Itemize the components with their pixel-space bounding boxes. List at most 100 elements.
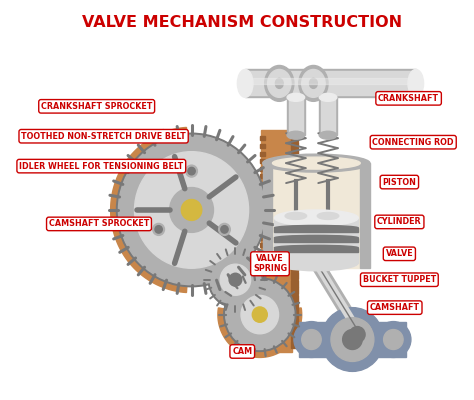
Bar [291, 226, 298, 233]
Circle shape [219, 224, 230, 235]
Text: VALVE
SPRING: VALVE SPRING [253, 254, 287, 274]
Circle shape [210, 254, 261, 306]
Ellipse shape [274, 210, 358, 226]
Bar [357, 322, 406, 358]
Circle shape [135, 152, 248, 268]
Circle shape [302, 330, 321, 350]
Bar [291, 150, 298, 156]
Bar [274, 228, 358, 232]
Text: CAMSHAFT SPROCKET: CAMSHAFT SPROCKET [49, 220, 149, 228]
Circle shape [343, 330, 362, 350]
Bar [260, 144, 264, 148]
Ellipse shape [274, 245, 358, 250]
Bar [321, 97, 335, 133]
Bar [291, 302, 298, 310]
Text: CRANKSHAFT: CRANKSHAFT [378, 94, 439, 103]
Text: CONNECTING ROD: CONNECTING ROD [373, 138, 454, 147]
Bar [291, 249, 298, 256]
Bar [260, 328, 264, 332]
Bar [291, 180, 298, 187]
Bar [291, 318, 298, 325]
Circle shape [186, 165, 197, 177]
Circle shape [208, 252, 263, 308]
Circle shape [376, 322, 411, 358]
Bar [291, 203, 298, 210]
Bar [291, 257, 298, 264]
Polygon shape [218, 308, 302, 358]
Ellipse shape [263, 154, 370, 172]
Circle shape [117, 133, 266, 287]
Text: VALVE MECHANISM CONSTRUCTION: VALVE MECHANISM CONSTRUCTION [82, 15, 402, 30]
Circle shape [349, 326, 365, 342]
Bar [260, 198, 264, 202]
Bar [260, 190, 264, 194]
Bar [260, 182, 264, 186]
Text: CRANKSHAFT SPROCKET: CRANKSHAFT SPROCKET [41, 102, 152, 111]
Bar [291, 310, 298, 317]
Ellipse shape [264, 66, 294, 101]
Ellipse shape [319, 131, 337, 139]
Circle shape [294, 322, 329, 358]
Circle shape [241, 296, 279, 334]
Bar [287, 97, 305, 135]
Bar [260, 335, 264, 339]
Bar [260, 167, 264, 171]
Bar [260, 251, 264, 255]
Ellipse shape [274, 255, 358, 271]
Text: BUCKET TUPPET: BUCKET TUPPET [363, 275, 436, 284]
Bar [260, 174, 264, 178]
Bar [260, 236, 264, 240]
Text: CAM: CAM [232, 347, 252, 356]
Bar [273, 163, 360, 268]
Text: IDLER WHEEL FOR TENSIONING BELT: IDLER WHEEL FOR TENSIONING BELT [19, 162, 183, 171]
Bar [260, 228, 264, 232]
Ellipse shape [302, 70, 325, 97]
Bar [245, 78, 416, 84]
Circle shape [155, 226, 162, 233]
Ellipse shape [299, 66, 328, 101]
Ellipse shape [408, 70, 424, 97]
Bar [260, 282, 264, 286]
Bar [291, 241, 298, 248]
Circle shape [252, 307, 267, 322]
Bar [291, 326, 298, 332]
Bar [291, 280, 298, 286]
Bar [260, 320, 264, 324]
Text: TOOTHED NON-STRETCH DRIVE BELT: TOOTHED NON-STRETCH DRIVE BELT [21, 132, 186, 141]
Ellipse shape [287, 131, 305, 139]
Text: CYLINDER: CYLINDER [377, 218, 422, 226]
Circle shape [153, 224, 164, 235]
Bar [260, 152, 264, 156]
Bar [299, 322, 347, 358]
Text: VALVE: VALVE [385, 249, 413, 258]
Text: PISTON: PISTON [383, 178, 416, 186]
Circle shape [321, 308, 383, 372]
Bar [260, 266, 264, 270]
Ellipse shape [319, 93, 337, 101]
Bar [319, 97, 337, 135]
Ellipse shape [287, 93, 305, 101]
Bar [260, 312, 264, 316]
Ellipse shape [274, 226, 358, 230]
Bar [260, 159, 264, 163]
Circle shape [224, 278, 296, 352]
Text: CAMSHAFT: CAMSHAFT [370, 303, 420, 312]
Bar [263, 163, 273, 268]
Ellipse shape [285, 212, 307, 220]
Circle shape [226, 280, 294, 350]
Circle shape [383, 330, 403, 350]
Ellipse shape [268, 70, 291, 97]
Bar [289, 97, 303, 133]
Bar [291, 134, 298, 141]
Bar [260, 205, 264, 209]
Circle shape [343, 320, 372, 350]
Bar [260, 243, 264, 247]
Bar [260, 259, 264, 263]
Bar [274, 248, 358, 252]
Bar [245, 72, 416, 95]
Bar [291, 341, 298, 348]
Circle shape [188, 167, 195, 175]
Bar [291, 287, 298, 294]
Bar [291, 333, 298, 340]
Bar [291, 142, 298, 149]
